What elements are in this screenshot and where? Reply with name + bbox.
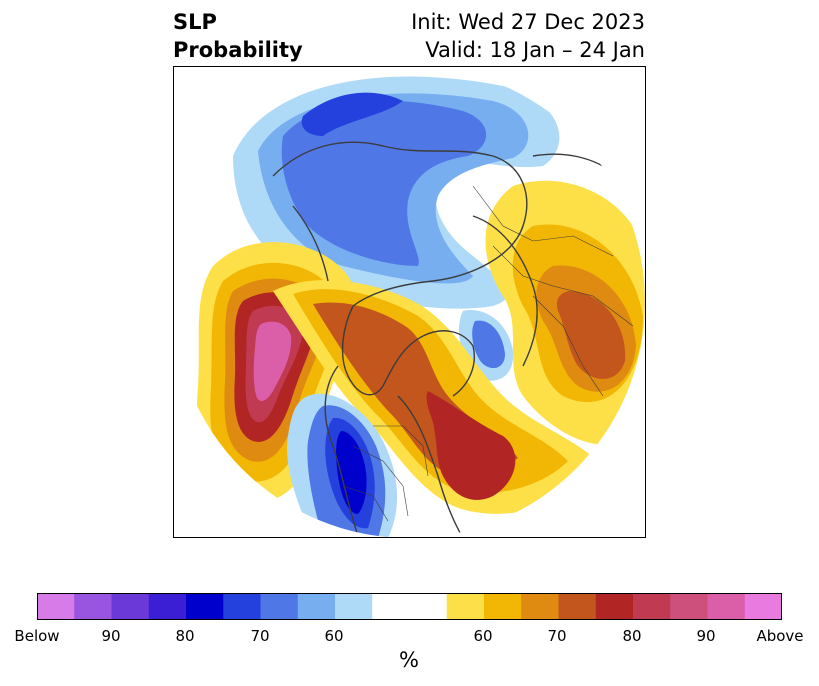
colorbar xyxy=(37,593,782,620)
colorbar-above-segment-7 xyxy=(707,593,746,620)
colorbar-below-segment-1 xyxy=(74,593,112,620)
colorbar-tick-above: Above xyxy=(756,627,804,645)
above-region-east-4 xyxy=(556,291,626,379)
probability-map xyxy=(173,66,646,538)
colorbar-above-segment-6 xyxy=(670,593,708,620)
product-label: Probability xyxy=(173,38,303,62)
colorbar-below-segment-5 xyxy=(223,593,261,620)
colorbar-below-segment-0 xyxy=(37,593,75,620)
probability-field xyxy=(196,76,645,538)
map-title-left: SLP Probability xyxy=(173,8,303,64)
colorbar-tick-above-90: 90 xyxy=(696,627,716,645)
colorbar-above-segment-4 xyxy=(595,593,634,620)
colorbar-tick-below-70: 70 xyxy=(250,627,270,645)
colorbar-above-segment-1 xyxy=(484,593,522,620)
colorbar-below-segment-4 xyxy=(186,593,224,620)
above-band-core xyxy=(426,391,516,500)
colorbar-below-segment-7 xyxy=(297,593,336,620)
colorbar-tick-above-70: 70 xyxy=(547,627,567,645)
colorbar-tick-below-90: 90 xyxy=(101,627,121,645)
colorbar-tick-above-80: 80 xyxy=(622,627,642,645)
colorbar-above-segment-8 xyxy=(744,593,782,620)
colorbar-unit-label: % xyxy=(399,648,419,672)
colorbar-above-segment-2 xyxy=(521,593,559,620)
below-region-arctic-core xyxy=(301,92,403,136)
map-frame xyxy=(173,66,646,538)
colorbar-below-segment-8 xyxy=(335,593,373,620)
colorbar-above-segment-0 xyxy=(446,593,485,620)
colorbar-frame xyxy=(37,593,782,620)
map-title-right: Init: Wed 27 Dec 2023 Valid: 18 Jan – 24… xyxy=(411,8,645,64)
init-date-label: Init: Wed 27 Dec 2023 xyxy=(411,10,645,34)
below-region-arctic-3 xyxy=(281,100,487,266)
colorbar-below-segment-2 xyxy=(111,593,150,620)
colorbar-below-segment-3 xyxy=(148,593,187,620)
colorbar-below-segment-6 xyxy=(260,593,299,620)
colorbar-tick-below-60: 60 xyxy=(324,627,344,645)
variable-label: SLP xyxy=(173,10,217,34)
valid-range-label: Valid: 18 Jan – 24 Jan xyxy=(425,38,645,62)
below-region-america-core xyxy=(336,431,367,514)
colorbar-tick-above-60: 60 xyxy=(473,627,493,645)
political-borders xyxy=(342,185,634,522)
coastlines xyxy=(272,141,619,538)
colorbar-neutral-segment xyxy=(372,593,448,620)
above-region-pacific-core xyxy=(253,321,292,402)
colorbar-above-segment-3 xyxy=(558,593,597,620)
colorbar-tick-below-80: 80 xyxy=(175,627,195,645)
colorbar-above-segment-5 xyxy=(633,593,671,620)
below-region-greenland-2 xyxy=(472,320,505,369)
colorbar-tick-below: Below xyxy=(14,627,60,645)
